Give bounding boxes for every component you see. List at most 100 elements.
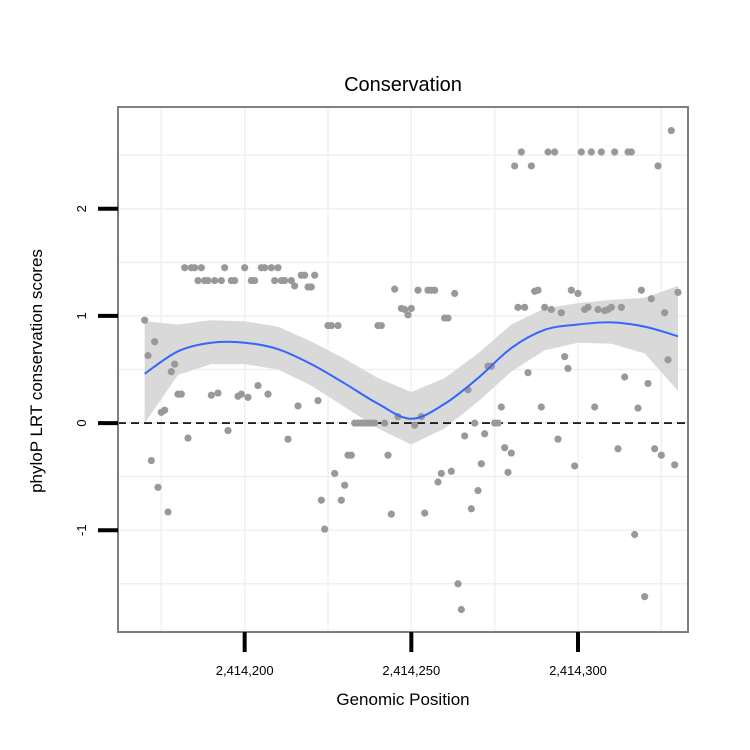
data-point	[204, 276, 212, 285]
data-point	[301, 271, 309, 279]
smooth-curve	[144, 321, 679, 420]
data-point	[451, 289, 459, 298]
data-point	[317, 496, 325, 504]
data-point	[411, 421, 419, 429]
data-point	[151, 338, 159, 346]
data-point	[271, 276, 279, 285]
data-point	[511, 162, 519, 170]
data-point	[517, 148, 525, 156]
data-point	[547, 305, 555, 314]
grid-lines	[118, 107, 688, 632]
y-tick-label: -1	[74, 524, 89, 536]
x-axis: 2,414,200 2,414,250 2,414,300	[216, 632, 607, 678]
data-point	[314, 396, 322, 405]
data-point	[161, 406, 169, 414]
y-axis-label: phyloP LRT conservation scores	[27, 249, 46, 493]
data-point	[541, 303, 549, 311]
data-point	[577, 148, 585, 156]
data-point	[387, 510, 395, 518]
data-point	[421, 509, 429, 517]
data-point	[231, 276, 239, 285]
data-point	[171, 360, 179, 368]
data-point	[321, 525, 329, 533]
data-point	[461, 432, 469, 440]
data-point	[327, 321, 335, 330]
chart-title: Conservation	[344, 74, 462, 96]
data-point	[664, 356, 672, 364]
data-point	[637, 286, 645, 294]
data-point	[154, 483, 162, 491]
data-point	[274, 264, 282, 272]
data-point	[534, 286, 542, 294]
data-point	[501, 444, 509, 452]
data-point	[291, 282, 299, 290]
data-point	[617, 303, 625, 311]
data-point	[167, 368, 175, 376]
x-tick-label: 2,414,300	[549, 663, 607, 678]
data-point	[437, 469, 445, 478]
data-point	[497, 403, 505, 411]
data-point	[674, 288, 682, 296]
data-point	[434, 478, 442, 486]
data-point	[237, 390, 245, 398]
data-point	[627, 148, 635, 156]
data-point	[377, 321, 385, 330]
data-point	[177, 390, 185, 398]
data-point	[184, 434, 192, 442]
y-tick-label: 1	[74, 312, 89, 319]
data-point	[287, 276, 295, 285]
data-point	[217, 276, 225, 285]
data-point	[144, 351, 152, 360]
data-point	[644, 379, 652, 388]
confidence-ribbon	[144, 285, 678, 445]
data-point	[641, 593, 649, 601]
data-point	[551, 148, 559, 156]
data-point	[651, 445, 659, 453]
data-point	[284, 435, 292, 443]
data-point	[471, 419, 479, 427]
data-point	[261, 264, 269, 272]
data-point	[404, 311, 412, 319]
data-point	[477, 460, 485, 468]
data-point	[207, 391, 215, 399]
data-point	[661, 309, 669, 317]
data-point	[447, 467, 455, 475]
data-point	[337, 496, 345, 504]
data-point	[521, 303, 529, 311]
data-point	[474, 486, 482, 495]
x-tick-label: 2,414,200	[216, 663, 274, 678]
data-point	[294, 402, 302, 410]
x-tick-label: 2,414,250	[382, 663, 440, 678]
y-axis: -1 0 1 2	[74, 205, 118, 536]
data-point	[564, 364, 572, 373]
data-point	[587, 148, 595, 156]
data-point	[254, 381, 262, 390]
data-point	[631, 530, 639, 539]
data-point	[281, 276, 289, 285]
data-point	[481, 430, 489, 438]
data-point	[514, 303, 522, 311]
data-point	[164, 508, 172, 516]
data-point	[507, 449, 515, 457]
y-tick-label: 2	[74, 205, 89, 212]
data-point	[191, 264, 199, 272]
panel-border	[117, 106, 689, 633]
data-point	[494, 419, 502, 427]
data-point	[414, 286, 422, 294]
data-point	[647, 295, 655, 303]
data-point	[401, 305, 409, 314]
data-point	[341, 481, 349, 489]
data-point	[667, 126, 675, 135]
data-point	[574, 289, 582, 298]
data-point	[561, 353, 569, 361]
data-point	[537, 403, 545, 411]
data-point	[571, 462, 579, 470]
data-point	[544, 148, 552, 156]
data-point	[407, 304, 415, 313]
data-point	[431, 286, 439, 294]
data-point	[391, 285, 399, 293]
data-point	[181, 264, 189, 272]
data-point	[147, 456, 155, 465]
data-point	[214, 389, 222, 397]
